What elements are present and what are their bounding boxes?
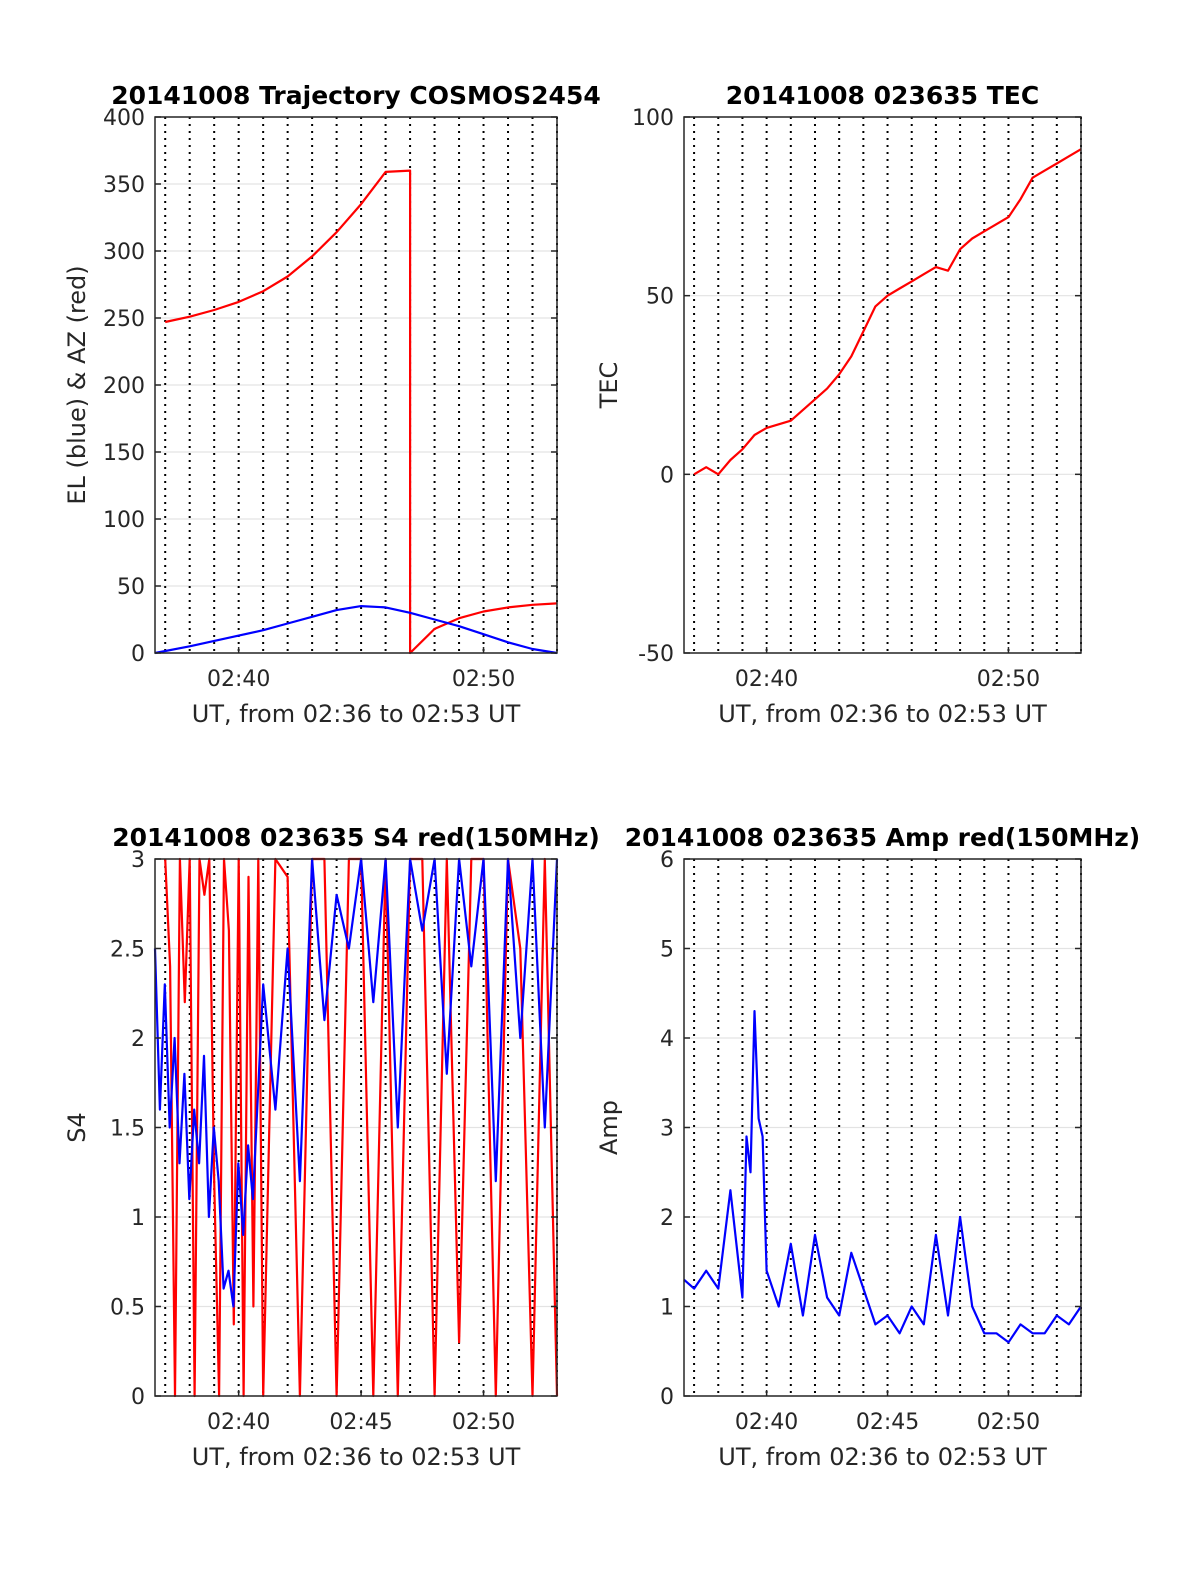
y-tick-label: 2.5 — [110, 938, 145, 963]
y-axis-label: Amp — [595, 1100, 623, 1155]
y-tick-label: 50 — [117, 575, 145, 600]
y-tick-label: 1 — [131, 1206, 145, 1231]
chart-panel-1: 0 50 100 150 200 250 300 350 400 02:40 02:50 201410… — [63, 81, 601, 728]
y-tick-label: 400 — [103, 106, 145, 131]
y-tick-label: 150 — [103, 441, 145, 466]
y-tick-label: 2 — [660, 1206, 674, 1231]
y-tick-label: 250 — [103, 307, 145, 332]
series-line-az — [164, 169, 558, 655]
y-tick-label: 3 — [131, 848, 145, 873]
chart-title: 20141008 Trajectory COSMOS2454 — [111, 81, 601, 110]
series-line-s4_blue — [153, 857, 559, 1308]
y-tick-label: 100 — [632, 106, 674, 131]
chart-panel-2: -50 0 50 100 02:40 02:50 20141008 023635 TEC UT… — [595, 81, 1082, 728]
y-tick-label: 4 — [660, 1027, 674, 1052]
chart-title: 20141008 023635 S4 red(150MHz) — [112, 823, 600, 852]
x-tick-label: 02:45 — [856, 1410, 919, 1435]
x-tick-label: 02:45 — [329, 1410, 392, 1435]
y-axis-label: TEC — [595, 362, 623, 410]
series-line-el — [154, 604, 558, 655]
x-tick-label: 02:50 — [452, 1410, 515, 1435]
chart-panel-3: 0 0.5 1 1.5 2 2.5 3 02:40 02:45 02:50 20141008 023… — [63, 823, 600, 1471]
y-tick-label: 0 — [131, 642, 145, 667]
y-axis-label: EL (blue) & AZ (red) — [63, 265, 91, 504]
chart-panel-4: 0 1 2 3 4 5 6 02:40 02:45 02:50 20141008 023635 Am… — [595, 823, 1140, 1471]
x-axis-label: UT, from 02:36 to 02:53 UT — [192, 700, 521, 728]
chart-title: 20141008 023635 TEC — [726, 81, 1039, 110]
y-tick-label: 1 — [660, 1296, 674, 1321]
x-axis-label: UT, from 02:36 to 02:53 UT — [718, 1443, 1047, 1471]
y-tick-label: 50 — [646, 285, 674, 310]
series-line-s4_red — [164, 857, 559, 1398]
x-tick-label: 02:50 — [977, 667, 1040, 692]
y-tick-label: 0 — [660, 1385, 674, 1410]
x-tick-label: 02:50 — [452, 667, 515, 692]
y-tick-label: 350 — [103, 173, 145, 198]
series-line-tec — [693, 148, 1082, 476]
x-axis-label: UT, from 02:36 to 02:53 UT — [718, 700, 1047, 728]
x-axis-label: UT, from 02:36 to 02:53 UT — [192, 1443, 521, 1471]
y-tick-label: 1.5 — [110, 1117, 145, 1142]
y-tick-label: 0 — [660, 463, 674, 488]
y-tick-label: 6 — [660, 848, 674, 873]
y-tick-label: 300 — [103, 240, 145, 265]
axes-frame — [683, 116, 1082, 654]
y-tick-label: 5 — [660, 938, 674, 963]
y-tick-label: 3 — [660, 1117, 674, 1142]
x-tick-label: 02:40 — [735, 667, 798, 692]
x-tick-label: 02:40 — [207, 1410, 270, 1435]
y-tick-label: 100 — [103, 508, 145, 533]
chart-title: 20141008 023635 Amp red(150MHz) — [625, 823, 1141, 852]
y-axis-label: S4 — [63, 1112, 91, 1143]
y-tick-label: 0.5 — [110, 1296, 145, 1321]
x-tick-label: 02:40 — [735, 1410, 798, 1435]
y-tick-label: 200 — [103, 374, 145, 399]
x-tick-label: 02:50 — [977, 1410, 1040, 1435]
y-tick-label: 2 — [131, 1027, 145, 1052]
x-tick-label: 02:40 — [207, 667, 270, 692]
y-tick-label: -50 — [638, 642, 674, 667]
y-tick-label: 0 — [131, 1385, 145, 1410]
series-line-amp — [683, 1009, 1082, 1344]
